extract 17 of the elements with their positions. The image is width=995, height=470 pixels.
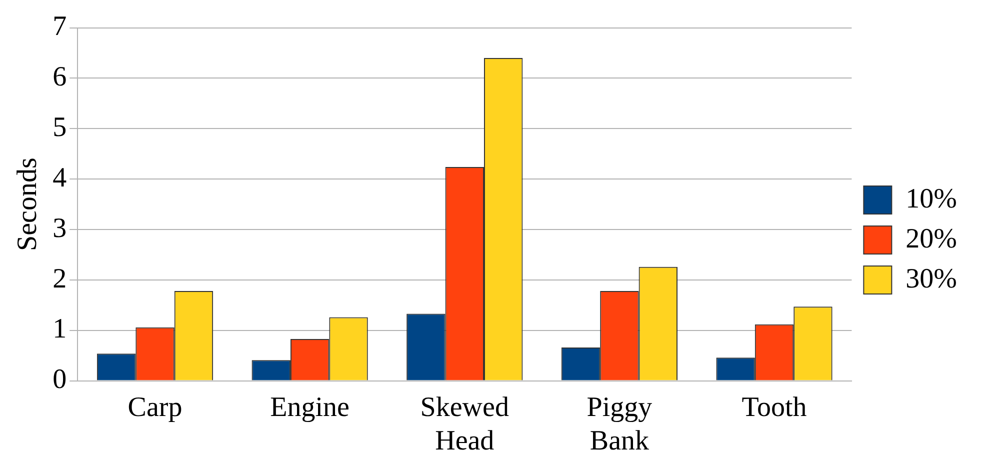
y-tick-label: 3 bbox=[52, 212, 67, 244]
y-tick-label: 5 bbox=[52, 112, 67, 144]
y-tick-label: 4 bbox=[52, 162, 67, 194]
y-tick-label: 0 bbox=[52, 364, 67, 396]
x-tick-label: Carp bbox=[128, 392, 182, 423]
legend-label: 30% bbox=[906, 263, 958, 294]
x-tick-label: Piggy Bank bbox=[586, 392, 652, 457]
x-tick-label: Engine bbox=[270, 392, 350, 423]
y-tick-label: 1 bbox=[52, 314, 67, 345]
legend-label: 20% bbox=[906, 223, 958, 254]
y-axis-title: Seconds bbox=[12, 158, 44, 251]
x-tick-label: Skewed Head bbox=[420, 392, 509, 457]
y-tick-label: 2 bbox=[52, 263, 67, 294]
legend-label: 10% bbox=[906, 183, 958, 214]
x-tick-label: Tooth bbox=[742, 392, 807, 423]
y-tick-label: 6 bbox=[52, 62, 67, 93]
y-tick-label: 7 bbox=[52, 11, 67, 42]
